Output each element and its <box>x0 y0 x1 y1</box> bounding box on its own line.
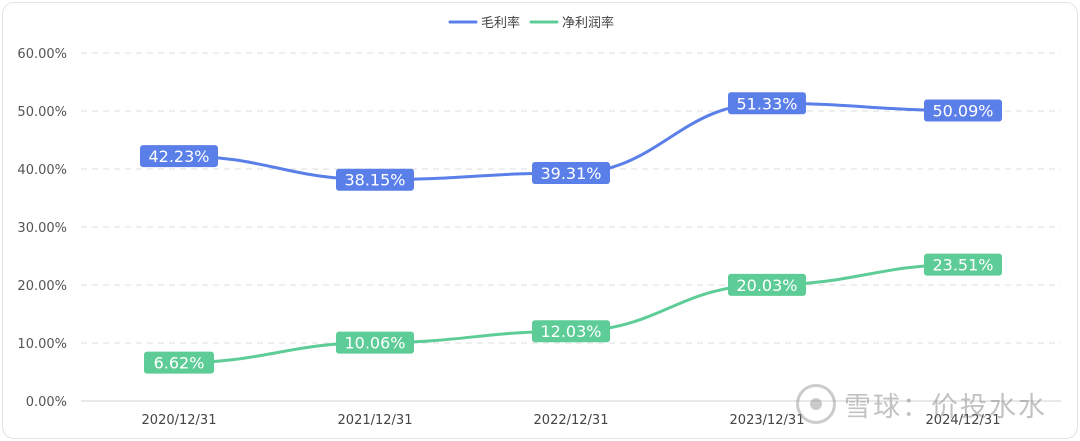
data-label-box <box>728 273 806 296</box>
data-label-box <box>336 168 414 191</box>
y-tick-label: 20.00% <box>17 279 67 294</box>
legend-item-2: 净利润率 <box>529 15 614 31</box>
x-tick-label: 2022/12/31 <box>534 413 609 428</box>
legend-label: 毛利率 <box>481 15 520 31</box>
y-tick-label: 50.00% <box>17 105 67 120</box>
y-gridlines <box>81 52 1061 402</box>
data-label-box <box>924 99 1002 122</box>
data-label-box <box>924 253 1002 276</box>
legend-item-1: 毛利率 <box>448 15 520 31</box>
data-label-box <box>336 331 414 354</box>
x-tick-label: 2024/12/31 <box>926 413 1001 428</box>
data-label: 51.33% <box>736 94 797 113</box>
series-line <box>177 263 965 365</box>
data-label: 12.03% <box>540 322 601 341</box>
data-label: 23.51% <box>932 256 993 275</box>
data-label: 42.23% <box>148 147 209 166</box>
x-tick-label: 2020/12/31 <box>142 413 217 428</box>
legend-label: 净利润率 <box>562 15 614 31</box>
y-axis: 0.00% 10.00% 20.00% 30.00% 40.00% 50.00% 60.00… <box>17 47 67 410</box>
data-label-box <box>144 351 214 374</box>
series-1: 42.23% 38.15% 39.31% 51.33% 50.09% <box>140 92 1002 191</box>
data-label: 20.03% <box>736 276 797 295</box>
y-tick-label: 10.00% <box>17 337 67 352</box>
y-tick-label: 40.00% <box>17 163 67 178</box>
x-axis: 2020/12/31 2021/12/31 2022/12/31 2023/12/31… <box>142 413 1001 428</box>
data-label: 6.62% <box>154 354 205 373</box>
y-tick-label: 30.00% <box>17 221 67 236</box>
data-label: 38.15% <box>344 171 405 190</box>
y-tick-label: 0.00% <box>26 395 67 410</box>
data-label-box <box>140 145 218 168</box>
line-chart: 0.00% 10.00% 20.00% 30.00% 40.00% 50.00% 60.00… <box>17 15 1061 428</box>
x-tick-label: 2021/12/31 <box>338 413 413 428</box>
data-label: 39.31% <box>540 164 601 183</box>
data-label: 50.09% <box>932 101 993 120</box>
y-tick-label: 60.00% <box>17 47 67 62</box>
series-2: 6.62% 10.06% 12.03% 20.03% 23.51% <box>144 253 1002 374</box>
data-label: 10.06% <box>344 334 405 353</box>
x-tick-label: 2023/12/31 <box>730 413 805 428</box>
data-label-box <box>532 162 610 185</box>
legend: 毛利率 净利润率 <box>448 15 614 31</box>
data-label-box <box>728 92 806 115</box>
data-label-box <box>532 320 610 343</box>
